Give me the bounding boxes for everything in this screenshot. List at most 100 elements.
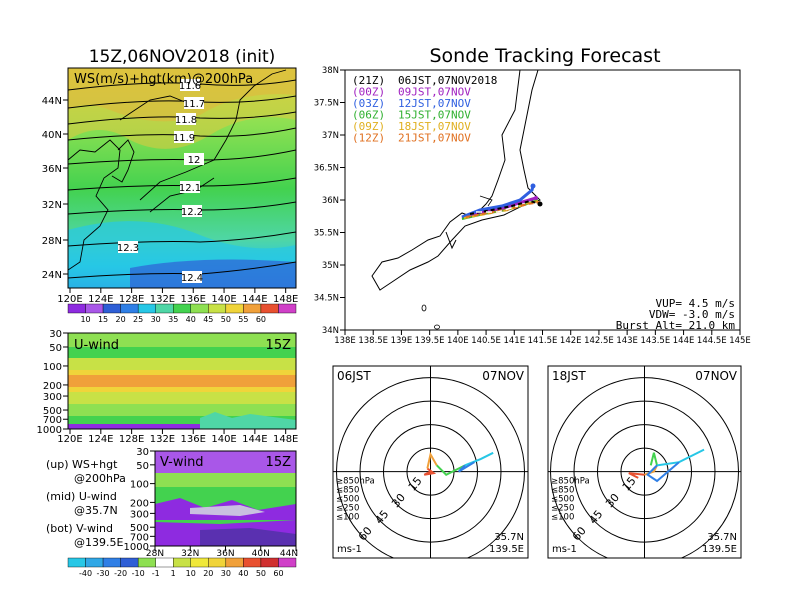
sonde-lat-ticks: 38N 37.5N 37N 36.5N 36N 35.5N 35N 34.5N 34N <box>314 66 345 336</box>
lon-tick-label: 144E <box>673 336 695 346</box>
lat-tick-label: 32N <box>181 549 199 559</box>
lon-tick-label: 140E <box>211 434 236 445</box>
level-legend: ≤850 <box>551 486 574 496</box>
colorbar-cell <box>278 557 297 568</box>
pressure-tick-label: 300 <box>130 509 149 520</box>
colorbar-cell <box>278 303 297 314</box>
colorbar-tick-label: 30 <box>151 315 161 324</box>
track-highlight <box>476 205 519 213</box>
lat-tick-label: 44N <box>280 549 298 559</box>
colorbar-tick-label: -1 <box>152 569 160 578</box>
uwind-band <box>68 333 296 347</box>
contour-label-bg <box>176 113 196 125</box>
lat-tick-label: 36N <box>216 549 234 559</box>
pressure-tick-label: 100 <box>130 480 149 491</box>
pressure-tick-label: 200 <box>43 381 62 392</box>
colorbar-tick-label: 20 <box>116 315 126 324</box>
lon-tick-label: 138E <box>334 336 356 346</box>
contour-label: 12.3 <box>117 243 139 254</box>
ws-map-title: 15Z,06NOV2018 (init) <box>89 47 276 67</box>
lon-tick-label: 136E <box>181 434 206 445</box>
hodograph-unit: ms-1 <box>552 544 577 555</box>
uwind-band <box>68 404 296 416</box>
legend-jst: 21JST,07NOV <box>398 132 471 145</box>
lon-tick-label: 128E <box>119 434 144 445</box>
lon-tick-label: 148E <box>273 434 298 445</box>
colorbar-tick-label: 40 <box>238 569 248 578</box>
uwind-label: U-wind <box>74 338 119 353</box>
contour-label: 12.4 <box>181 273 203 284</box>
island <box>421 304 427 312</box>
lon-tick-label: 120E <box>57 294 82 305</box>
colorbar-cell <box>102 303 121 314</box>
hodograph-trace <box>457 461 475 473</box>
colorbar-cell <box>225 557 244 568</box>
lon-tick-label: 143E <box>616 336 638 346</box>
uwind-band <box>68 392 296 404</box>
pressure-tick-label: 100 <box>43 362 62 373</box>
legend-utc: (21Z) <box>352 74 385 87</box>
legend-jst: 06JST,07NOV2018 <box>398 74 497 87</box>
sonde-lon-ticks: 138E 138.5E 139E 139.5E 140E 140.5E 141E 141.5E… <box>334 330 751 346</box>
contour-label: 11.6 <box>179 81 201 92</box>
sonde-legend: (21Z) 06JST,07NOV2018 (00Z) 09JST,07NOV (03Z… <box>352 74 497 145</box>
contour-label: 11.9 <box>173 133 195 144</box>
lat-tick-label: 37N <box>322 131 339 141</box>
ws-field-core <box>68 68 296 149</box>
colorbar-tick-label: 10 <box>80 315 90 324</box>
colorbar-cell <box>102 557 121 568</box>
lon-tick-label: 145E <box>729 336 751 346</box>
burst-point-21z <box>537 201 543 207</box>
colorbar-tick-label: 30 <box>221 569 231 578</box>
pressure-tick-label: 700 <box>43 415 62 426</box>
hodograph-trace <box>628 472 645 479</box>
colorbar-cell <box>120 303 139 314</box>
hodograph-unit: ms-1 <box>337 544 362 555</box>
colorbar-cell <box>173 557 191 568</box>
colorbar-cell <box>120 557 139 568</box>
track-03z <box>461 185 535 219</box>
legend-utc: (03Z) <box>352 97 385 110</box>
uwind-time: 15Z <box>266 338 292 353</box>
contour-line <box>68 111 296 125</box>
colorbar-cell <box>208 303 227 314</box>
lon-tick-label: 144E <box>242 294 267 305</box>
lon-tick-label: 132E <box>150 434 175 445</box>
uwind-frame <box>67 332 297 430</box>
ws-field-min <box>130 259 296 288</box>
vwind-upper <box>155 451 296 473</box>
lat-tick-label: 44N <box>42 96 62 107</box>
burst-point-00z <box>534 196 538 200</box>
level-legend: ≥850hPa <box>551 477 590 487</box>
pressure-tick-label: 200 <box>130 498 149 509</box>
lat-tick-label: 35N <box>322 261 339 271</box>
pressure-tick-label: 500 <box>130 523 149 534</box>
colorbar-tick-label: -30 <box>97 569 110 578</box>
lat-tick-label: 34.5N <box>314 294 339 304</box>
pressure-tick-label: 50 <box>136 461 149 472</box>
colorbar-cell <box>85 303 104 314</box>
vdw-readout: VDW= -3.0 m/s <box>649 308 735 321</box>
pressure-tick-label: 50 <box>49 343 62 354</box>
sonde-map-panel <box>345 70 740 330</box>
contour-label: 11.7 <box>183 99 205 110</box>
lat-tick-label: 36.5N <box>314 164 339 174</box>
lon-tick-label: 144E <box>242 434 267 445</box>
hodograph-time: 06JST <box>337 369 371 383</box>
legend-mid: (mid) U-wind <box>46 490 117 503</box>
pressure-tick-label: 1000 <box>124 542 149 553</box>
ws-colorbar: 10 15 20 25 30 35 40 45 50 55 60 <box>67 303 297 324</box>
colorbar-cell <box>208 557 227 568</box>
colorbar-cell <box>137 557 156 568</box>
lat-tick-label: 28N <box>42 236 62 247</box>
legend-utc: (09Z) <box>352 120 385 133</box>
lon-tick-label: 142.5E <box>584 336 614 346</box>
colorbar-tick-label: -10 <box>132 569 145 578</box>
uwind-band <box>68 375 296 387</box>
lat-tick-label: 28N <box>146 549 164 559</box>
pressure-tick-label: 700 <box>130 532 149 543</box>
colorbar-cell <box>155 303 174 314</box>
vwind-panel <box>155 451 296 546</box>
